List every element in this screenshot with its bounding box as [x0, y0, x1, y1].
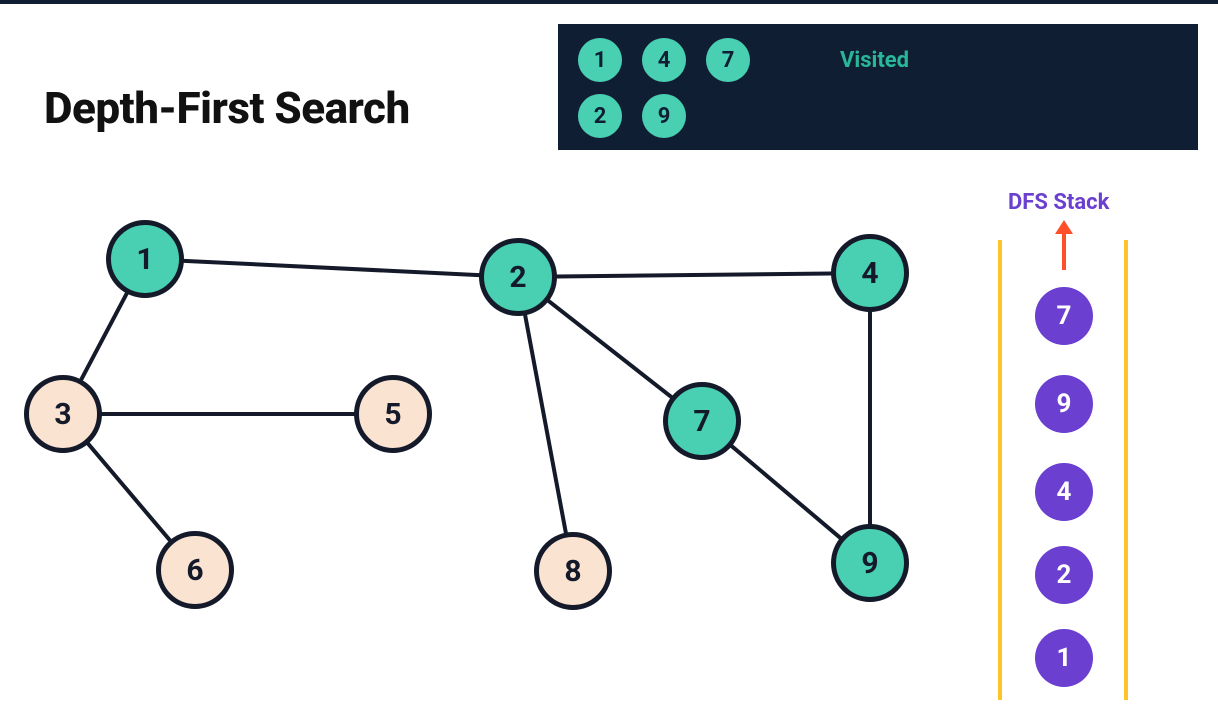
graph-edge: [525, 315, 566, 532]
graph-node-8: 8: [534, 532, 612, 610]
graph-node-6: 6: [156, 531, 234, 609]
graph-edge: [184, 261, 479, 275]
graph-node-4: 4: [831, 234, 909, 312]
stack-rail-right: [1124, 240, 1128, 700]
graph-node-5: 5: [354, 375, 432, 453]
stack-item: 9: [1035, 375, 1093, 433]
stack-item: 1: [1035, 629, 1093, 687]
graph-edge: [88, 444, 170, 540]
stack-title: DFS Stack: [1008, 190, 1109, 215]
stack-rail-left: [998, 240, 1002, 700]
graph-node-1: 1: [106, 220, 184, 298]
stack-pop-arrow-icon: [1055, 222, 1073, 270]
graph-node-2: 2: [479, 238, 557, 316]
stack-item: 4: [1035, 463, 1093, 521]
graph-edge: [732, 446, 840, 538]
stack-item: 7: [1035, 287, 1093, 345]
graph-edge: [549, 301, 672, 397]
graph-edge: [81, 293, 127, 379]
graph-node-3: 3: [24, 375, 102, 453]
graph-node-7: 7: [663, 382, 741, 460]
graph-edge: [557, 273, 831, 276]
stack-item: 2: [1035, 546, 1093, 604]
graph-node-9: 9: [831, 524, 909, 602]
